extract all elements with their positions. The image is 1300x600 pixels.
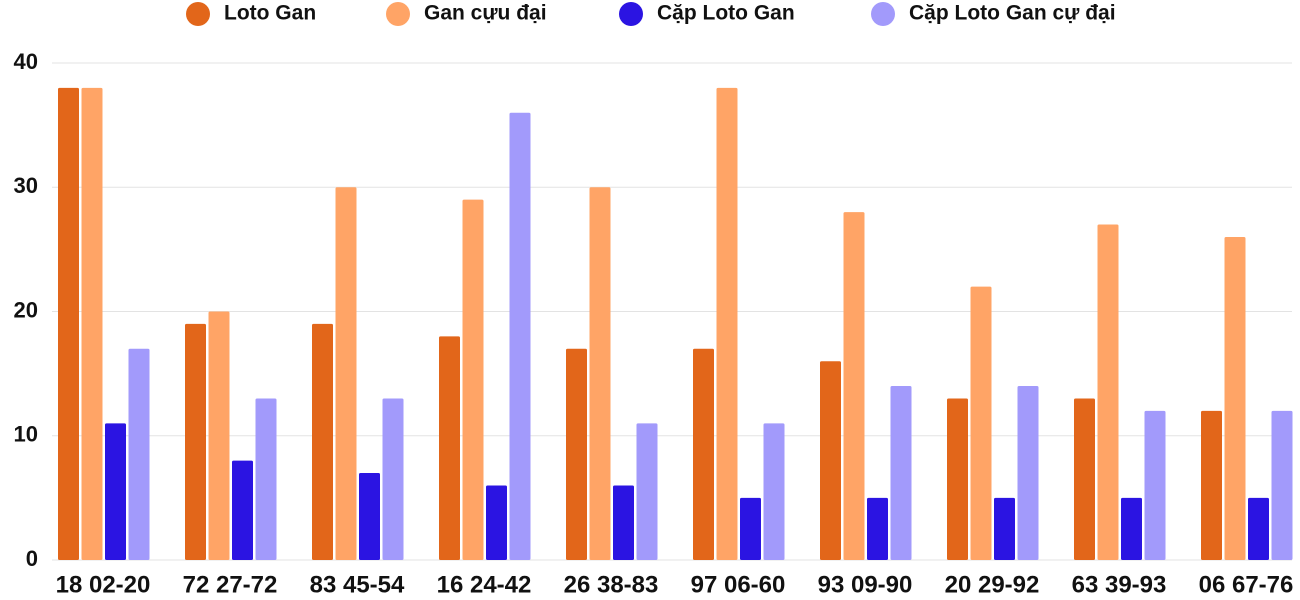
- x-tick-label: 26 38-83: [564, 571, 659, 598]
- x-tick-label: 83 45-54: [310, 571, 405, 598]
- bar: [1144, 410, 1166, 560]
- bar: [208, 311, 230, 560]
- bar: [128, 348, 150, 560]
- bar: [613, 485, 634, 560]
- legend-label: Cặp Loto Gan: [657, 2, 795, 25]
- bar: [1248, 497, 1269, 560]
- bar: [566, 348, 587, 560]
- bar: [58, 87, 79, 560]
- bar: [589, 187, 611, 560]
- y-tick-label: 10: [14, 422, 38, 447]
- bar: [81, 87, 103, 560]
- legend-swatch: [619, 2, 643, 26]
- x-tick-label: 16 24-42: [437, 571, 532, 598]
- bar: [255, 398, 277, 560]
- y-tick-label: 0: [26, 546, 38, 571]
- bar: [359, 473, 380, 560]
- bar: [1271, 410, 1293, 560]
- bar: [867, 497, 888, 560]
- bar: [105, 423, 126, 560]
- legend-swatch: [871, 2, 895, 26]
- bar: [382, 398, 404, 560]
- bar: [1224, 236, 1246, 560]
- legend-label: Loto Gan: [224, 2, 316, 25]
- bar: [1097, 224, 1119, 560]
- bar: [947, 398, 968, 560]
- bar: [820, 361, 841, 560]
- bar: [185, 323, 206, 560]
- bar: [716, 87, 738, 560]
- y-tick-label: 40: [14, 49, 38, 74]
- bar: [890, 386, 912, 560]
- bar: [509, 112, 531, 560]
- bar: [740, 497, 761, 560]
- bar: [486, 485, 507, 560]
- legend-label: Cặp Loto Gan cự đại: [909, 2, 1116, 25]
- bar: [232, 460, 253, 560]
- x-tick-label: 18 02-20: [56, 571, 151, 598]
- x-tick-label: 97 06-60: [691, 571, 786, 598]
- x-tick-label: 72 27-72: [183, 571, 278, 598]
- bar: [1017, 386, 1039, 560]
- y-tick-label: 20: [14, 297, 38, 322]
- bar: [439, 336, 460, 560]
- bar: [1074, 398, 1095, 560]
- bar: [970, 286, 992, 560]
- bar: [636, 423, 658, 560]
- bar: [1121, 497, 1142, 560]
- legend-swatch: [186, 2, 210, 26]
- bar: [763, 423, 785, 560]
- x-tick-label: 06 67-76: [1199, 571, 1294, 598]
- bar: [312, 323, 333, 560]
- bar: [462, 199, 484, 561]
- bar: [843, 212, 865, 560]
- bar: [693, 348, 714, 560]
- x-tick-label: 63 39-93: [1072, 571, 1167, 598]
- bar: [1201, 410, 1222, 560]
- x-tick-label: 93 09-90: [818, 571, 913, 598]
- legend-label: Gan cựu đại: [424, 2, 547, 25]
- y-tick-label: 30: [14, 173, 38, 198]
- legend-swatch: [386, 2, 410, 26]
- x-tick-label: 20 29-92: [945, 571, 1040, 598]
- bar: [994, 497, 1015, 560]
- bar: [335, 187, 357, 560]
